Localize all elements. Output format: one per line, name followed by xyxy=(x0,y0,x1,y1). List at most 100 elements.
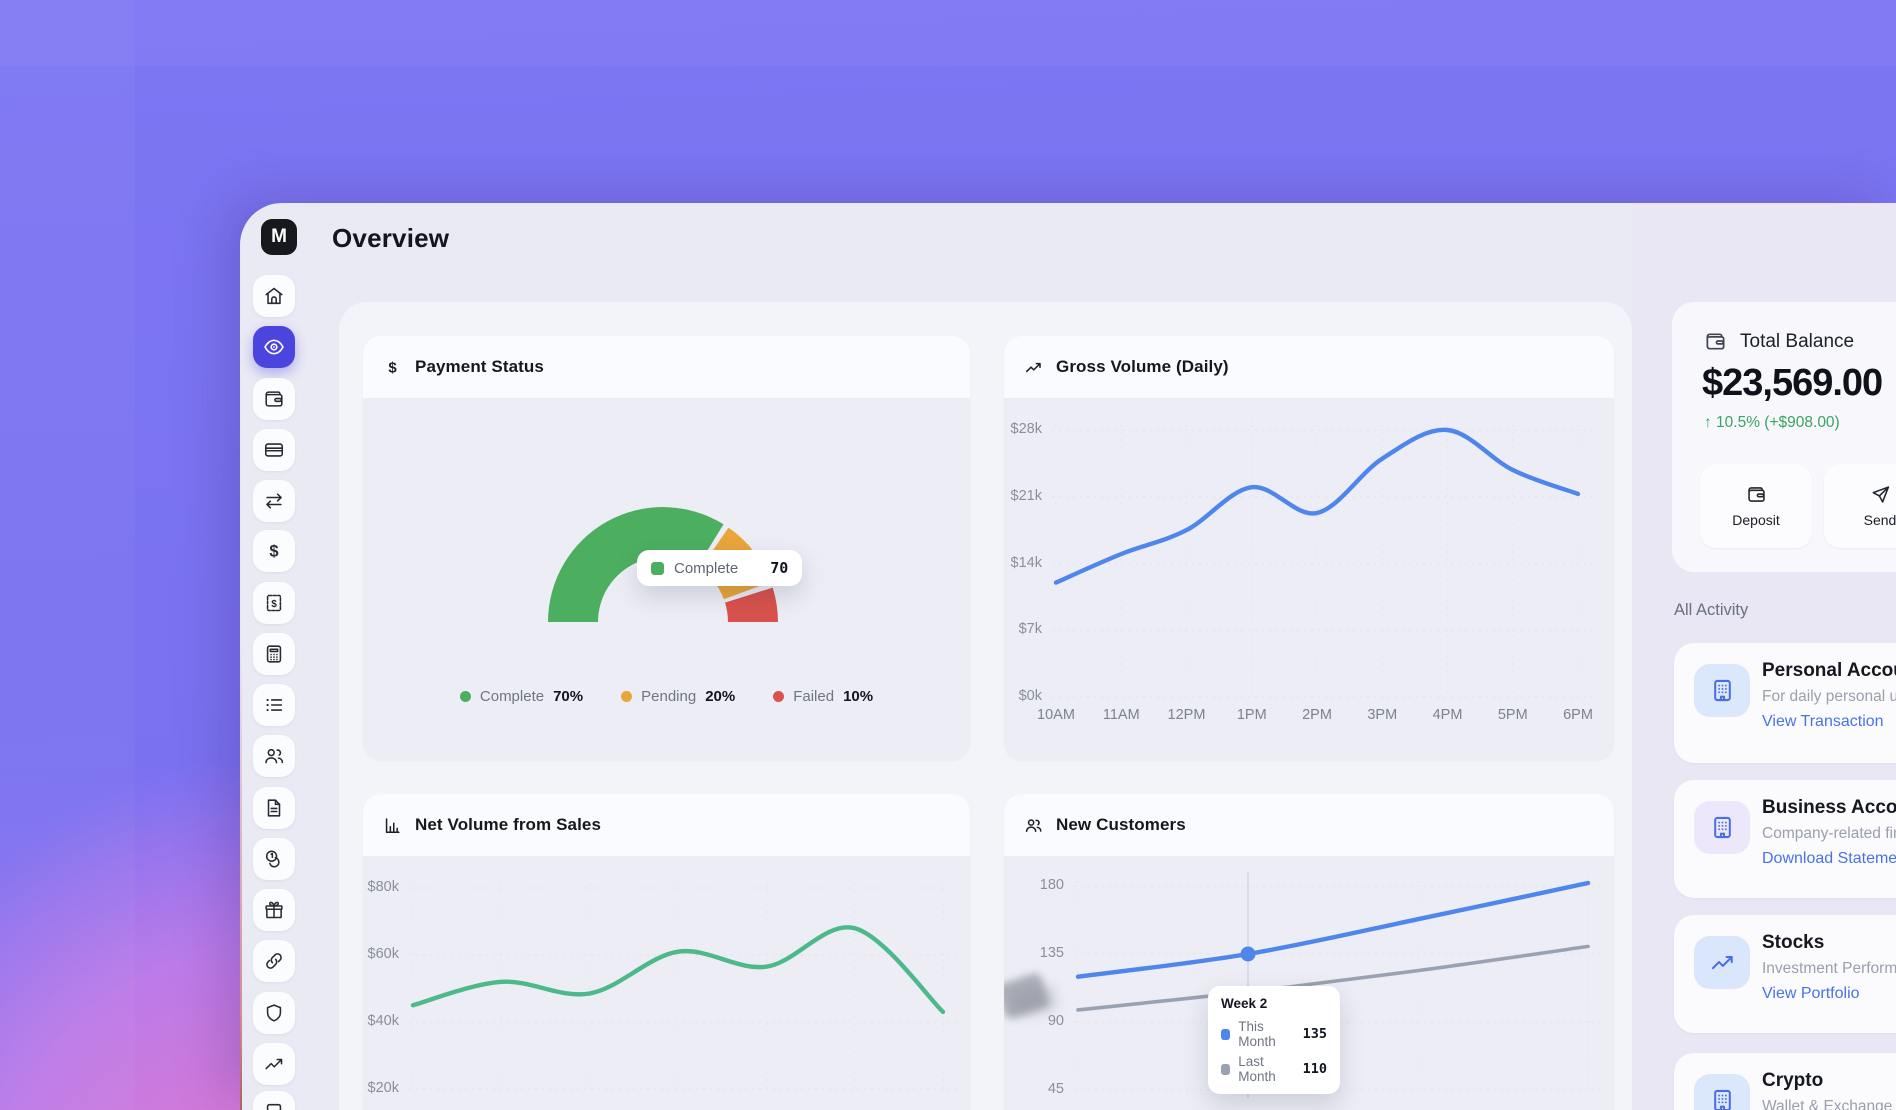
legend-item: Pending 20% xyxy=(621,688,735,705)
legend-dot xyxy=(459,691,471,702)
send-label: Send xyxy=(1863,512,1896,528)
legend-value: 70% xyxy=(553,688,584,705)
building-icon xyxy=(1713,816,1731,839)
tooltip-swatch xyxy=(1221,1063,1231,1075)
net-volume-card: Net Volume from Sales $80k $60k $40k $20k xyxy=(363,794,970,1110)
net-volume-chart[interactable]: $80k $60k $40k $20k xyxy=(363,856,970,1110)
app-logo[interactable]: M xyxy=(261,219,297,255)
y-tick-label: $40k xyxy=(367,1013,399,1029)
y-tick-label: 90 xyxy=(1047,1013,1064,1029)
logo-letter: M xyxy=(271,226,287,247)
account-icon-tile xyxy=(1694,664,1750,717)
activity-item-business-account[interactable]: Business Account Company-related finance… xyxy=(1674,780,1896,898)
partial-icon xyxy=(266,1103,282,1110)
net-volume-header: Net Volume from Sales xyxy=(363,794,970,856)
transfer-arrows-icon xyxy=(266,493,282,509)
tooltip-row: Last Month 110 xyxy=(1221,1054,1327,1084)
card-title: Payment Status xyxy=(415,357,544,376)
y-tick-label: $60k xyxy=(367,946,399,962)
tooltip-label: Complete xyxy=(674,559,739,577)
activity-item-crypto[interactable]: Crypto Wallet & Exchange xyxy=(1674,1053,1896,1110)
deposit-button[interactable]: Deposit xyxy=(1700,464,1812,548)
sidebar-item-coins[interactable] xyxy=(253,838,295,880)
sidebar-item-security[interactable] xyxy=(253,992,295,1034)
credit-card-icon xyxy=(264,443,284,457)
gauge-tooltip: Complete 70 xyxy=(637,550,803,586)
svg-text:$: $ xyxy=(269,543,278,561)
sidebar-item-overview[interactable] xyxy=(253,326,295,368)
sidebar-item-calculator[interactable] xyxy=(253,633,295,675)
y-tick-label: $20k xyxy=(367,1080,399,1096)
activity-subtitle: Investment Performance xyxy=(1762,960,1896,977)
y-tick-label: 135 xyxy=(1039,945,1064,961)
sidebar-item-wallet[interactable] xyxy=(253,378,295,420)
gauge-legend: Complete 70% Pending 20% Failed 10% xyxy=(363,688,970,705)
gift-icon xyxy=(265,901,283,919)
activity-item-personal-account[interactable]: Personal Account For daily personal use … xyxy=(1674,643,1896,763)
sidebar-item-transfers[interactable] xyxy=(253,480,295,522)
sidebar-item-analytics[interactable] xyxy=(253,1043,295,1085)
sidebar-item-cards[interactable] xyxy=(253,429,295,471)
gross-volume-chart[interactable]: $28k $21k $14k $7k $0k 10AM 11AM 12PM 1PM 2PM 3PM 4… xyxy=(1004,398,1614,760)
sidebar-item-documents[interactable] xyxy=(253,787,295,829)
tooltip-title: Week 2 xyxy=(1221,996,1268,1011)
sidebar-item-home[interactable] xyxy=(253,275,295,317)
trending-up-icon xyxy=(1026,362,1041,372)
tooltip-row: This Month 135 xyxy=(1221,1019,1327,1049)
eye-icon xyxy=(264,339,284,355)
link-icon xyxy=(266,953,282,969)
dashboard-sheet: M Overview $ $ xyxy=(240,203,1896,1110)
legend-label: Pending xyxy=(641,688,697,705)
tooltip-value: 110 xyxy=(1302,1061,1327,1077)
x-tick-label: 5PM xyxy=(1497,707,1528,723)
building-icon xyxy=(1713,1089,1731,1110)
card-title: New Customers xyxy=(1056,815,1186,834)
coins-icon xyxy=(265,850,280,868)
sidebar-item-payments[interactable]: $ xyxy=(253,530,295,572)
sidebar-item-links[interactable] xyxy=(253,940,295,982)
sidebar-item-lists[interactable] xyxy=(253,684,295,726)
deposit-label: Deposit xyxy=(1732,512,1780,528)
calculator-icon xyxy=(266,645,282,663)
send-icon xyxy=(1872,486,1889,503)
sidebar-item-rewards[interactable] xyxy=(253,889,295,931)
activity-item-stocks[interactable]: Stocks Investment Performance View Portf… xyxy=(1674,915,1896,1033)
new-customers-chart[interactable]: Week 2 This Month 135 Last Month 110 180… xyxy=(1004,856,1614,1110)
view-transaction-link[interactable]: View Transaction xyxy=(1762,713,1884,730)
payment-status-chart[interactable]: Complete 70 Complete 70% Pending 20% Fai… xyxy=(363,398,970,760)
send-button[interactable]: Send xyxy=(1824,464,1896,548)
payment-status-card: $ Payment Status Complete 70 Complete 70… xyxy=(363,336,970,760)
sidebar-item-more[interactable] xyxy=(253,1091,295,1110)
sidebar-item-customers[interactable] xyxy=(253,735,295,777)
dollar-icon: $ xyxy=(388,359,397,376)
card-title: Gross Volume (Daily) xyxy=(1056,357,1229,376)
x-tick-label: 3PM xyxy=(1367,707,1398,723)
dollar-icon: $ xyxy=(269,543,278,561)
background-band xyxy=(0,0,1896,66)
bar-chart-icon xyxy=(385,817,400,833)
sidebar-item-invoices[interactable]: $ xyxy=(253,582,295,624)
x-tick-label: 12PM xyxy=(1167,707,1206,723)
legend-label: Complete xyxy=(479,688,545,705)
building-icon xyxy=(1713,679,1731,702)
users-icon xyxy=(265,748,284,764)
y-tick-label: $14k xyxy=(1010,554,1042,571)
download-statement-link[interactable]: Download Statement xyxy=(1762,850,1896,867)
svg-text:$: $ xyxy=(388,359,397,376)
new-customers-header: New Customers xyxy=(1004,794,1614,856)
activity-title: Personal Account xyxy=(1762,660,1896,681)
trending-up-icon xyxy=(1711,955,1733,970)
legend-label: Failed xyxy=(793,688,835,705)
y-tick-label: $21k xyxy=(1010,487,1042,504)
list-icon xyxy=(266,698,283,712)
account-icon-tile xyxy=(1694,1074,1750,1110)
document-icon xyxy=(267,799,281,817)
tooltip-value: 135 xyxy=(1302,1026,1327,1042)
tooltip-label: Last Month xyxy=(1238,1054,1276,1084)
y-tick-label: 180 xyxy=(1039,877,1064,893)
tooltip-swatch xyxy=(1221,1028,1231,1040)
view-portfolio-link[interactable]: View Portfolio xyxy=(1762,985,1860,1002)
line-chart xyxy=(409,876,957,1090)
x-tick-label: 11AM xyxy=(1102,707,1140,723)
activity-subtitle: Company-related finances xyxy=(1762,825,1896,842)
